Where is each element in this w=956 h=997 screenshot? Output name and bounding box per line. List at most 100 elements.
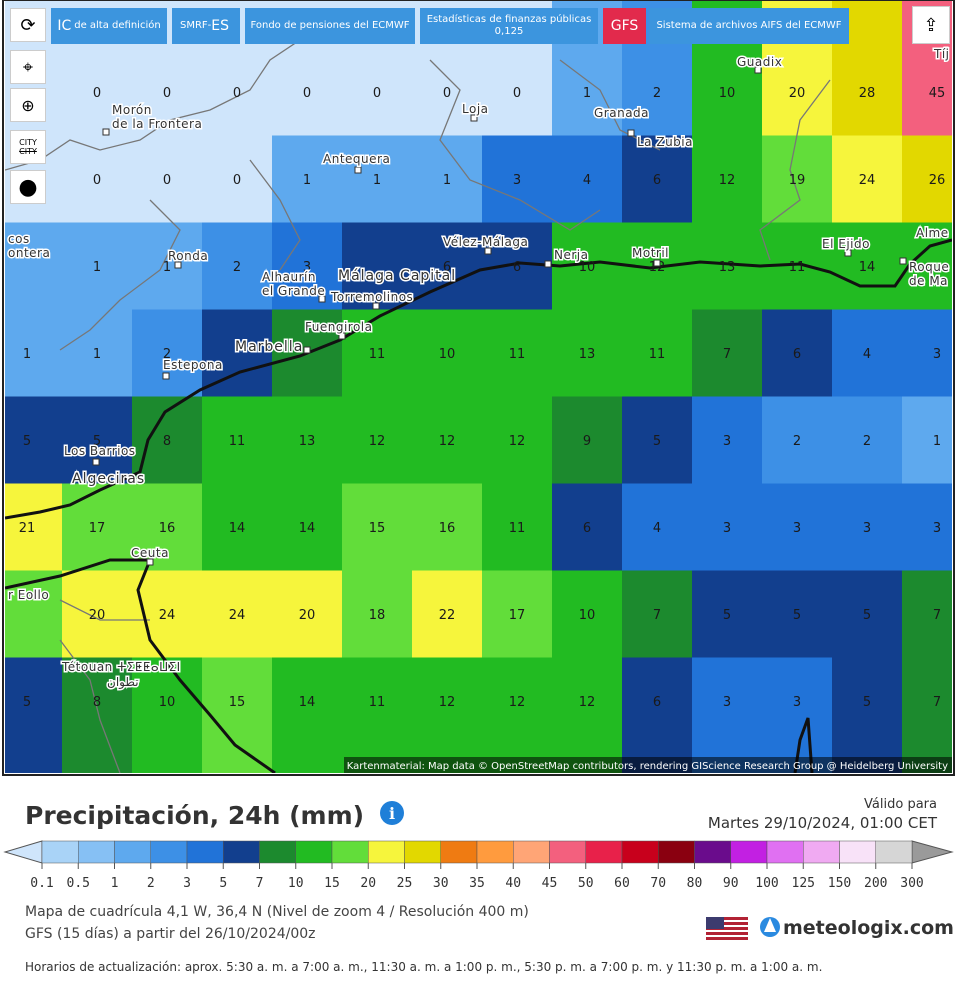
place-label: de Ma — [909, 274, 948, 288]
toolbar-button[interactable]: GFS — [603, 8, 646, 44]
scale-label: 40 — [505, 876, 521, 891]
toolbar-label: Sistema de archivos AIFS del ECMWF — [656, 20, 842, 31]
scale-label: 50 — [578, 876, 594, 891]
grid-value: 20 — [789, 86, 806, 101]
toolbar-button[interactable]: Fondo de pensiones del ECMWF — [245, 8, 415, 44]
grid-value: 10 — [439, 347, 456, 362]
toolbar-label: Estadísticas de finanzas públicas — [426, 14, 592, 25]
grid-value: 14 — [859, 260, 876, 275]
grid-value: 12 — [509, 434, 526, 449]
grid-value: 3 — [723, 695, 731, 710]
grid-value: 1 — [303, 173, 311, 188]
grid-value: 1 — [583, 86, 591, 101]
grid-value: 0 — [303, 86, 311, 101]
place-label: Roque — [909, 260, 949, 274]
toolbar-label: SMRF- — [179, 20, 212, 31]
grid-value: 12 — [369, 434, 386, 449]
zoom-button[interactable]: ⊕ — [10, 88, 46, 122]
info-icon[interactable] — [380, 801, 404, 825]
grid-cell — [622, 570, 693, 658]
grid-cell — [482, 657, 553, 773]
place-marker — [146, 558, 154, 566]
grid-cell — [902, 570, 952, 658]
grid-cell — [202, 135, 273, 223]
place-marker — [484, 247, 492, 255]
grid-cell — [62, 135, 133, 223]
grid-value: 12 — [509, 695, 526, 710]
toolbar-label: IC — [57, 18, 72, 34]
grid-cell — [482, 309, 553, 397]
place-label: Ceuta — [131, 546, 169, 560]
city-button[interactable]: CITY CITY — [10, 130, 46, 164]
grid-cell — [622, 135, 693, 223]
place-label: r Eollo — [8, 588, 49, 602]
scale-label: 0.1 — [30, 876, 53, 891]
grid-cell — [132, 657, 203, 773]
grid-value: 24 — [859, 173, 876, 188]
flag-us[interactable] — [706, 917, 748, 940]
grid-value: 17 — [509, 608, 526, 623]
toolbar-button[interactable]: SMRF- ES — [172, 8, 240, 44]
place-marker — [318, 295, 326, 303]
place-label: Torremolinos — [330, 290, 413, 304]
place-label: ontera — [8, 246, 50, 260]
place-label: Tétouan ⵜⵉⵟⵟⴰⵡⵉⵏ — [61, 660, 181, 674]
grid-value: 12 — [439, 434, 456, 449]
scale-segment — [41, 840, 79, 864]
logo[interactable]: meteologix.com — [783, 917, 954, 939]
scale-segment — [621, 840, 659, 864]
scale-label: 300 — [900, 876, 923, 891]
place-label: Morón — [112, 103, 152, 117]
scale-label: 1 — [111, 876, 119, 891]
info-glyph: i — [389, 804, 395, 823]
grid-cell — [692, 657, 763, 773]
scale-segment — [150, 840, 188, 864]
grid-value: 20 — [89, 608, 106, 623]
location-button[interactable]: ⌖ — [10, 50, 46, 84]
grid-cell — [832, 570, 903, 658]
borders — [5, 29, 952, 773]
grid-values: 0 0 0 0 0 0 0 1 2 10 20 28 450 0 0 1 1 1 3 4 6 12 19 24 261 1 2 3 6 6… — [19, 86, 946, 710]
scale-label: 90 — [723, 876, 739, 891]
grid-cell — [342, 657, 413, 773]
grid-cell — [762, 483, 833, 571]
grid-cell — [622, 657, 693, 773]
scale-segment — [78, 840, 115, 864]
toolbar-label: ES — [211, 18, 230, 34]
grid-cell — [62, 309, 133, 397]
grid-value: 11 — [649, 347, 666, 362]
grid-value: 8 — [163, 434, 171, 449]
toolbar-button[interactable]: Sistema de archivos AIFS del ECMWF — [649, 8, 849, 44]
scale-label: 150 — [828, 876, 851, 891]
grid-cell — [5, 657, 63, 773]
marker-button[interactable]: ● — [10, 170, 46, 204]
grid-cell — [692, 396, 763, 484]
toolbar-button[interactable]: Estadísticas de finanzas públicas 0,125 — [420, 8, 598, 44]
place-label: Los Barrios — [64, 444, 136, 458]
toolbar-button[interactable]: IC de alta definición — [51, 8, 167, 44]
grid-value: 3 — [793, 521, 801, 536]
grid-value: 11 — [509, 347, 526, 362]
grid-value: 24 — [159, 608, 176, 623]
grid-cell — [832, 657, 903, 773]
scale-segment — [440, 840, 478, 864]
grid-cell — [762, 570, 833, 658]
grid-value: 11 — [789, 260, 806, 275]
grid-value: 6 — [513, 260, 521, 275]
grid-cell — [412, 483, 483, 571]
scale-low — [3, 840, 43, 864]
refresh-button[interactable]: ⟳ — [10, 8, 46, 42]
grid-value: 3 — [793, 695, 801, 710]
place-marker — [354, 166, 362, 174]
grid-cell — [552, 396, 623, 484]
grid-cell — [692, 570, 763, 658]
grid-value: 12 — [439, 695, 456, 710]
place-marker — [653, 259, 661, 267]
share-button[interactable]: ⇪ — [912, 6, 950, 44]
grid-cell — [132, 222, 203, 310]
grid-cell — [692, 483, 763, 571]
grid-value: 11 — [509, 521, 526, 536]
grid-value: 26 — [929, 173, 946, 188]
grid-value: 12 — [719, 173, 736, 188]
